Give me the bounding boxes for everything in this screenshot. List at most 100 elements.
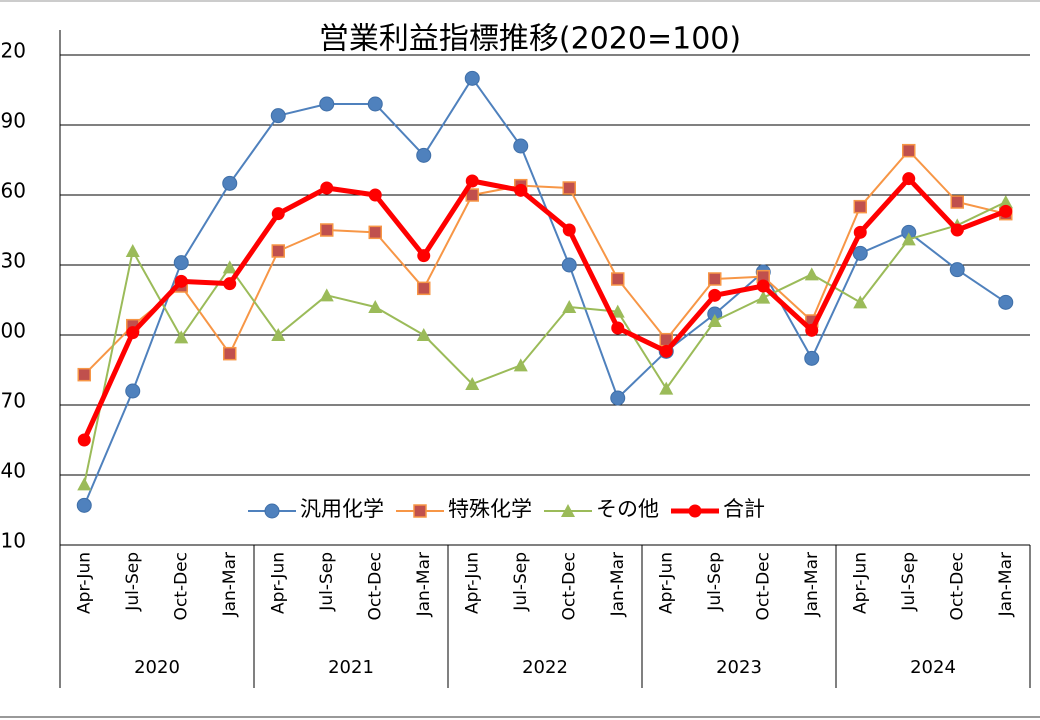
series-line bbox=[83, 77, 1007, 506]
point bbox=[77, 477, 92, 491]
point bbox=[562, 181, 576, 195]
point bbox=[949, 262, 965, 278]
y-tick-label: 10 bbox=[1, 529, 26, 553]
point bbox=[950, 223, 964, 237]
legend-item: 汎用化学 bbox=[248, 497, 384, 521]
point bbox=[659, 344, 673, 358]
point bbox=[223, 346, 237, 361]
point bbox=[804, 350, 820, 366]
y-tick-label: 70 bbox=[1, 389, 26, 413]
point bbox=[688, 504, 702, 518]
point bbox=[417, 249, 431, 263]
point bbox=[950, 195, 964, 209]
x-tick-label: Oct-Dec bbox=[365, 552, 385, 620]
point bbox=[367, 96, 383, 112]
point bbox=[562, 300, 577, 313]
legend-item: 特殊化学 bbox=[396, 497, 532, 521]
point bbox=[464, 70, 480, 86]
x-tick-label: Apr-Jun bbox=[656, 552, 676, 614]
legend-label: 合計 bbox=[723, 497, 765, 521]
point bbox=[852, 245, 868, 261]
x-tick-label: Jan-Mar bbox=[414, 552, 434, 617]
point bbox=[465, 188, 479, 202]
point bbox=[222, 175, 238, 191]
x-tick-label: Apr-Jun bbox=[462, 552, 482, 614]
point bbox=[417, 281, 431, 296]
point bbox=[610, 304, 625, 318]
point bbox=[805, 323, 819, 337]
y-tick-label: 220 bbox=[0, 39, 26, 63]
series bbox=[77, 172, 1013, 447]
point bbox=[77, 433, 91, 447]
point bbox=[562, 223, 576, 237]
x-tick-label: Jul-Sep bbox=[123, 552, 143, 612]
point bbox=[902, 172, 916, 186]
x-tick-label: Jan-Mar bbox=[996, 552, 1016, 617]
point bbox=[320, 181, 334, 195]
point bbox=[319, 288, 334, 302]
point bbox=[77, 367, 91, 382]
point bbox=[998, 195, 1013, 208]
y-tick-label: 100 bbox=[0, 319, 26, 343]
point bbox=[611, 272, 625, 286]
point bbox=[125, 244, 140, 257]
point bbox=[368, 188, 382, 202]
x-tick-label: Oct-Dec bbox=[947, 552, 967, 620]
x-group-label: 2022 bbox=[522, 657, 568, 678]
x-tick-label: Oct-Dec bbox=[559, 552, 579, 620]
point bbox=[902, 143, 916, 158]
point bbox=[901, 232, 916, 246]
x-tick-label: Oct-Dec bbox=[753, 552, 773, 620]
point bbox=[999, 204, 1013, 218]
point bbox=[756, 290, 771, 304]
point bbox=[561, 504, 575, 517]
point bbox=[271, 244, 285, 258]
x-tick-label: Apr-Jun bbox=[74, 552, 94, 614]
series-line bbox=[83, 149, 1006, 376]
x-group-label: 2021 bbox=[328, 657, 374, 678]
point bbox=[264, 503, 280, 519]
legend-label: 特殊化学 bbox=[448, 497, 532, 521]
point bbox=[853, 295, 868, 309]
point bbox=[368, 300, 383, 313]
point bbox=[707, 314, 722, 327]
point bbox=[513, 358, 528, 372]
point bbox=[174, 274, 188, 288]
point bbox=[659, 381, 674, 395]
chart-title: 営業利益指標推移(2020=100) bbox=[319, 22, 741, 57]
x-tick-label: Jan-Mar bbox=[220, 552, 240, 617]
series-line bbox=[81, 176, 1007, 442]
y-tick-label: 190 bbox=[0, 109, 26, 133]
point bbox=[416, 328, 431, 341]
x-tick-label: Jan-Mar bbox=[802, 552, 822, 617]
point bbox=[222, 260, 237, 274]
point bbox=[853, 199, 867, 214]
point bbox=[756, 279, 770, 293]
point bbox=[126, 326, 140, 340]
series bbox=[77, 195, 1013, 491]
point bbox=[223, 277, 237, 291]
series-line bbox=[83, 201, 1007, 485]
point bbox=[998, 294, 1014, 310]
legend-label: その他 bbox=[596, 497, 659, 521]
point bbox=[271, 328, 286, 341]
y-tick-label: 160 bbox=[0, 179, 26, 203]
x-tick-label: Apr-Jun bbox=[268, 552, 288, 614]
point bbox=[270, 108, 286, 124]
x-tick-label: Jul-Sep bbox=[511, 552, 531, 612]
point bbox=[271, 207, 285, 221]
point bbox=[465, 174, 479, 188]
x-tick-label: Oct-Dec bbox=[171, 552, 191, 620]
point bbox=[413, 504, 427, 518]
point bbox=[513, 138, 529, 154]
point bbox=[853, 225, 867, 239]
point bbox=[416, 147, 432, 163]
point bbox=[319, 96, 335, 112]
point bbox=[611, 321, 625, 335]
x-group-label: 2020 bbox=[134, 657, 180, 678]
x-tick-label: Jan-Mar bbox=[608, 552, 628, 617]
point bbox=[465, 377, 480, 390]
x-tick-label: Jul-Sep bbox=[705, 552, 725, 612]
point bbox=[320, 223, 334, 237]
point bbox=[610, 390, 626, 406]
